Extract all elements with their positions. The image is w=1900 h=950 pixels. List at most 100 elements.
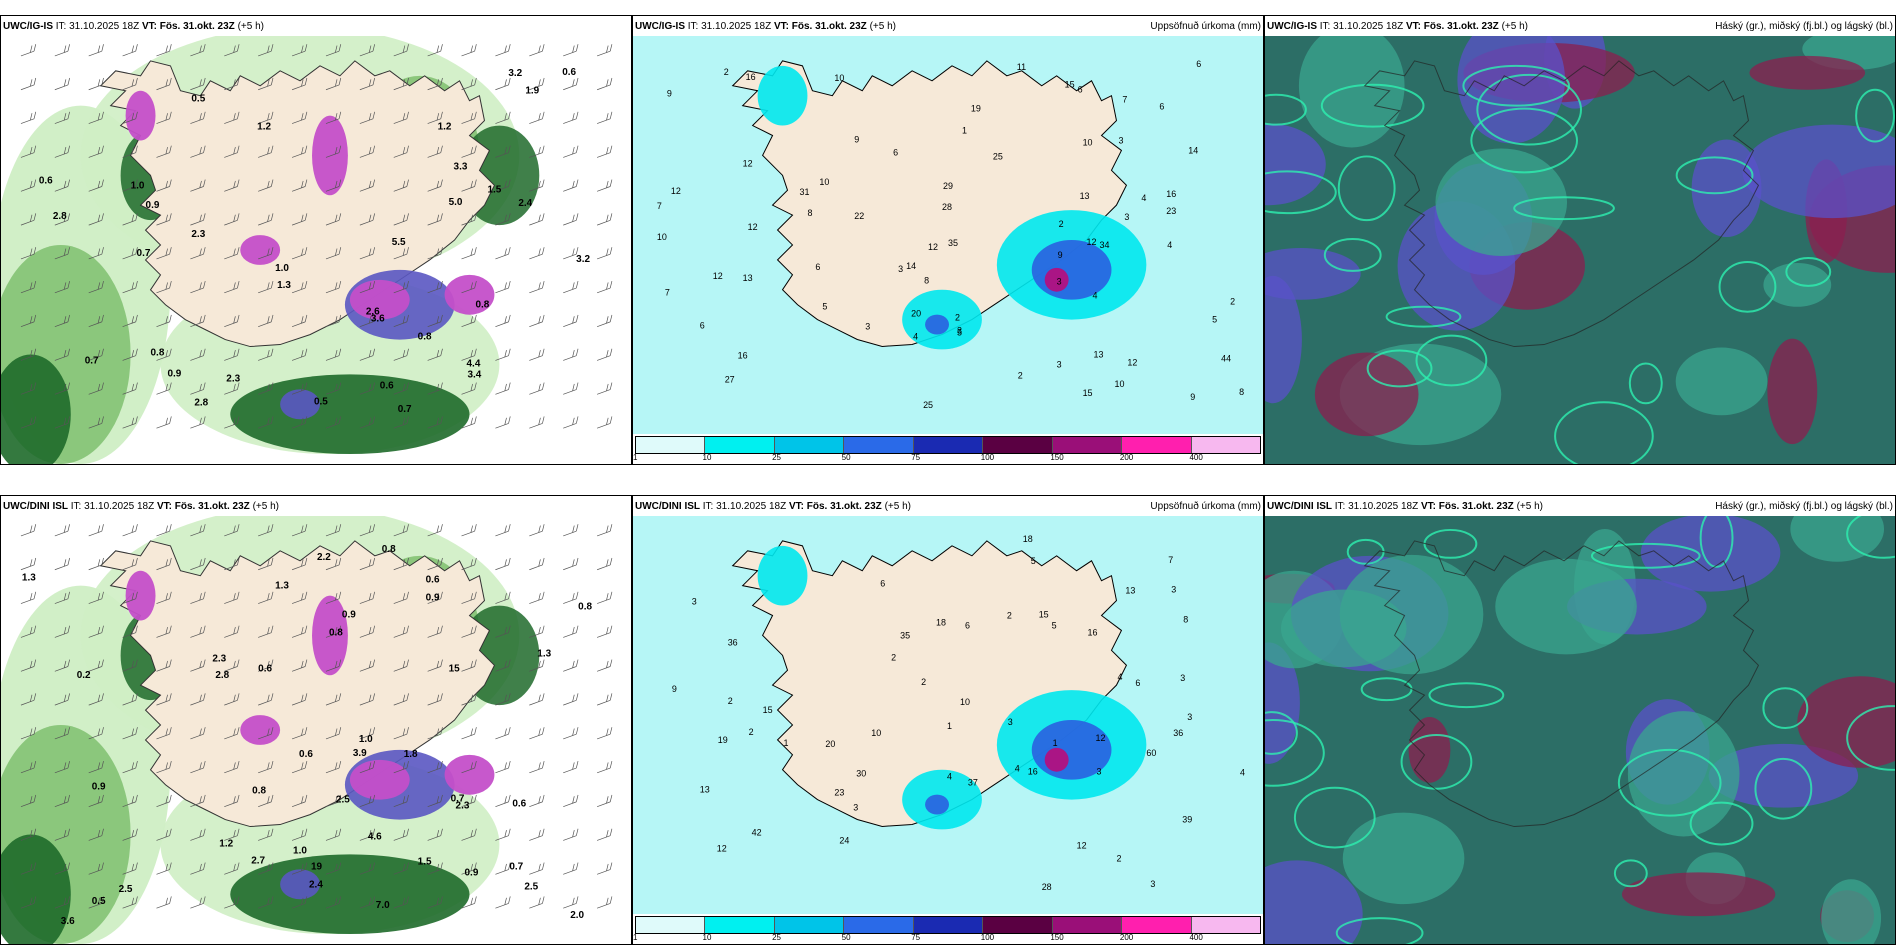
precip-value-label: 0.9 xyxy=(342,610,356,621)
barb-flag xyxy=(237,314,240,322)
wind-barb xyxy=(122,280,138,294)
barb-flag xyxy=(199,180,202,188)
barb-flag xyxy=(29,282,33,290)
precip-value-label: 1.0 xyxy=(293,845,307,856)
barb-flag xyxy=(63,417,67,425)
precip-value-label: 29 xyxy=(943,181,953,191)
barb-flag xyxy=(368,417,372,425)
wind-barb xyxy=(156,794,172,807)
barb-flag xyxy=(440,111,443,119)
wind-barb xyxy=(156,524,172,537)
barb-shaft xyxy=(224,903,238,909)
precip-value-label: 7 xyxy=(657,201,662,211)
barb-flag xyxy=(101,280,104,289)
wind-barb xyxy=(359,828,376,841)
precip-value-label: 12 xyxy=(1096,733,1106,743)
barb-flag xyxy=(237,659,240,667)
barb-flag xyxy=(63,863,67,872)
barb-flag xyxy=(334,282,338,290)
barb-flag xyxy=(237,862,240,870)
barb-flag xyxy=(474,280,477,289)
wind-barb xyxy=(495,625,511,638)
barb-flag xyxy=(406,111,409,119)
barb-shaft xyxy=(190,287,204,294)
barb-flag xyxy=(135,896,138,904)
barb-shaft xyxy=(596,530,611,537)
cloud-map xyxy=(1265,516,1895,944)
barb-shaft xyxy=(156,530,170,537)
wind-barb xyxy=(427,213,443,226)
wind-barb xyxy=(359,77,376,91)
precip-value-label: 0.6 xyxy=(426,575,440,586)
wind-map: 0.7 0.5 0.8 1.0 1.5 0.6 3.2 2.3 1.3 0.9 0.7 0.6 1.0 2… xyxy=(1,36,631,464)
barb-shaft xyxy=(325,903,340,909)
barb-shaft xyxy=(427,186,441,192)
wind-barb xyxy=(88,727,104,740)
wind-barb xyxy=(190,280,206,294)
wind-barb xyxy=(224,557,240,571)
barb-shaft xyxy=(461,389,475,395)
high-cloud-area xyxy=(1749,55,1866,90)
barb-shaft xyxy=(88,903,102,909)
barb-flag xyxy=(572,146,575,155)
barb-shaft xyxy=(20,118,35,124)
wind-barb xyxy=(529,625,545,638)
barb-flag xyxy=(63,79,67,87)
barb-flag xyxy=(572,863,575,872)
barb-flag xyxy=(301,728,304,736)
barb-shaft xyxy=(461,733,475,740)
barb-shaft xyxy=(529,530,543,537)
wind-barb xyxy=(461,44,477,57)
precip-value-label: 10 xyxy=(1114,379,1124,389)
barb-flag xyxy=(402,660,406,668)
wind-barb xyxy=(88,382,104,395)
barb-flag xyxy=(101,524,104,532)
barb-shaft xyxy=(427,253,441,260)
barb-flag xyxy=(470,830,473,838)
barb-flag xyxy=(97,830,101,838)
barb-flag xyxy=(609,382,613,390)
barb-shaft xyxy=(258,389,272,395)
barb-flag xyxy=(267,559,270,567)
barb-shaft xyxy=(122,733,136,740)
mid-cloud-area xyxy=(1708,743,1859,808)
barb-flag xyxy=(508,625,511,633)
barb-flag xyxy=(301,897,304,905)
barb-shaft xyxy=(495,801,509,807)
barb-flag xyxy=(402,863,406,872)
wind-barb xyxy=(88,828,104,841)
barb-flag xyxy=(270,896,274,904)
wind-barb xyxy=(596,794,613,807)
barb-flag xyxy=(199,863,202,872)
barb-shaft xyxy=(88,423,102,429)
lead-time: (+5 h) xyxy=(869,21,896,32)
wind-barb xyxy=(54,591,70,604)
barb-flag xyxy=(470,897,473,905)
barb-flag xyxy=(270,280,274,289)
barb-flag xyxy=(542,348,545,356)
wind-barb xyxy=(359,247,376,260)
wind-barb xyxy=(393,348,409,361)
wind-barb xyxy=(563,145,579,158)
barb-shaft xyxy=(122,253,136,260)
barb-flag xyxy=(368,694,372,702)
barb-shaft xyxy=(427,835,441,841)
barb-shaft xyxy=(359,666,374,672)
wind-barb xyxy=(224,280,240,294)
colorbar-tick-label: 25 xyxy=(772,453,782,462)
wind-barb xyxy=(122,794,138,807)
wind-barb xyxy=(122,382,138,395)
barb-shaft xyxy=(291,118,306,124)
wind-barb xyxy=(461,416,477,429)
barb-flag xyxy=(406,659,409,667)
barb-flag xyxy=(575,247,579,255)
wind-barb xyxy=(88,280,104,294)
barb-flag xyxy=(67,247,70,255)
barb-shaft xyxy=(291,253,306,260)
barb-flag xyxy=(165,180,168,188)
barb-shaft xyxy=(563,186,577,192)
precip-value-label: 2.5 xyxy=(524,881,538,892)
barb-flag xyxy=(538,113,541,121)
barb-flag xyxy=(508,382,511,390)
